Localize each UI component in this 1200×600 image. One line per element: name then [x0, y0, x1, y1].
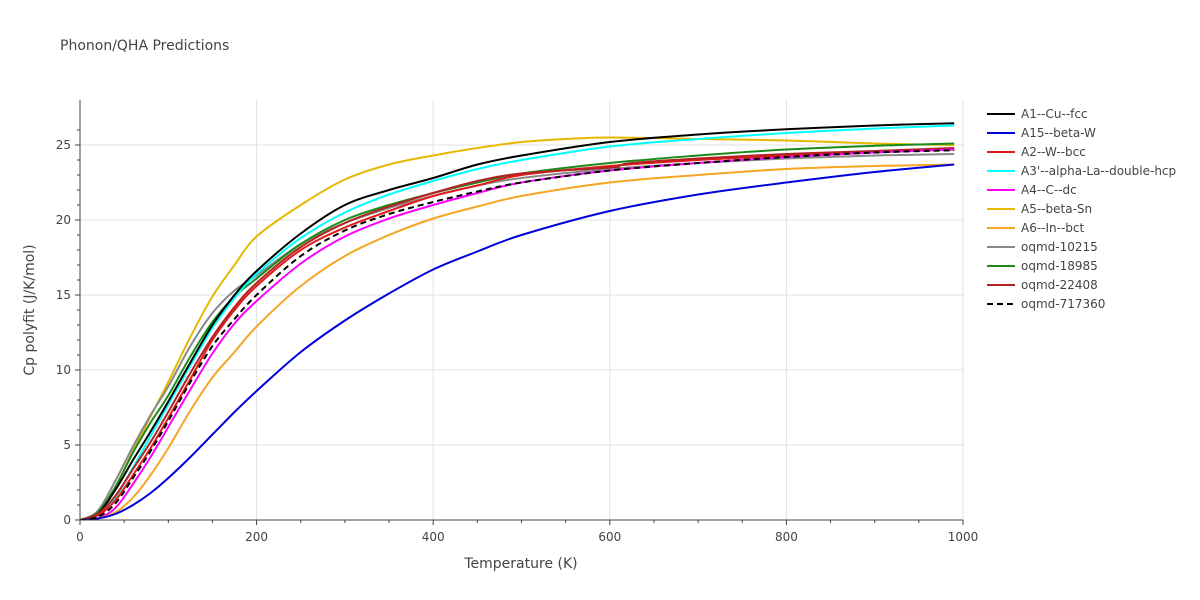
y-tick-label: 0 [63, 513, 71, 527]
legend-label-A2--W--bcc: A2--W--bcc [1021, 145, 1086, 159]
legend-label-A15--beta-W: A15--beta-W [1021, 126, 1096, 140]
legend-label-A6--In--bct: A6--In--bct [1021, 221, 1085, 235]
series-line-oqmd-22408 [80, 147, 955, 520]
axes: 0 200 400 600 800 1000 0 5 10 15 20 25 [56, 100, 979, 544]
y-tick-label: 15 [56, 288, 71, 302]
series-line-A3'--alpha-La--double-hcp [80, 124, 955, 520]
legend-label-A1--Cu--fcc: A1--Cu--fcc [1021, 107, 1088, 121]
legend-label-A5--beta-Sn: A5--beta-Sn [1021, 202, 1092, 216]
series-line-A15--beta-W [80, 163, 955, 520]
x-tick-label: 0 [76, 530, 84, 544]
x-tick-label: 1000 [948, 530, 979, 544]
y-tick-label: 20 [56, 213, 71, 227]
series-line-oqmd-18985 [80, 142, 955, 520]
x-tick-label: 800 [775, 530, 798, 544]
legend-label-oqmd-717360: oqmd-717360 [1021, 297, 1105, 311]
series-line-A2--W--bcc [80, 148, 955, 520]
y-axis-title: Cp polyfit (J/K/mol) [22, 244, 38, 375]
x-tick-label: 600 [598, 530, 621, 544]
legend-label-A3'--alpha-La--double-hcp: A3'--alpha-La--double-hcp [1021, 164, 1176, 178]
y-tick-label: 5 [63, 438, 71, 452]
y-tick-label: 10 [56, 363, 71, 377]
grid-lines [80, 100, 964, 520]
series-layer [80, 122, 955, 520]
series-line-oqmd-717360 [80, 149, 955, 520]
legend-label-oqmd-22408: oqmd-22408 [1021, 278, 1098, 292]
x-tick-label: 200 [245, 530, 268, 544]
legend-label-A4--C--dc: A4--C--dc [1021, 183, 1077, 197]
y-tick-label: 25 [56, 138, 71, 152]
series-line-oqmd-10215 [80, 153, 955, 520]
series-line-A4--C--dc [80, 148, 955, 520]
x-axis-title: Temperature (K) [463, 556, 577, 572]
chart-title: Phonon/QHA Predictions [60, 38, 229, 54]
legend-label-oqmd-10215: oqmd-10215 [1021, 240, 1098, 254]
legend-label-oqmd-18985: oqmd-18985 [1021, 259, 1098, 273]
series-line-A6--In--bct [80, 163, 955, 520]
legend: A1--Cu--fcc A15--beta-W A2--W--bcc A3'--alp… [987, 107, 1176, 311]
x-tick-label: 400 [422, 530, 445, 544]
series-line-A1--Cu--fcc [80, 122, 955, 520]
